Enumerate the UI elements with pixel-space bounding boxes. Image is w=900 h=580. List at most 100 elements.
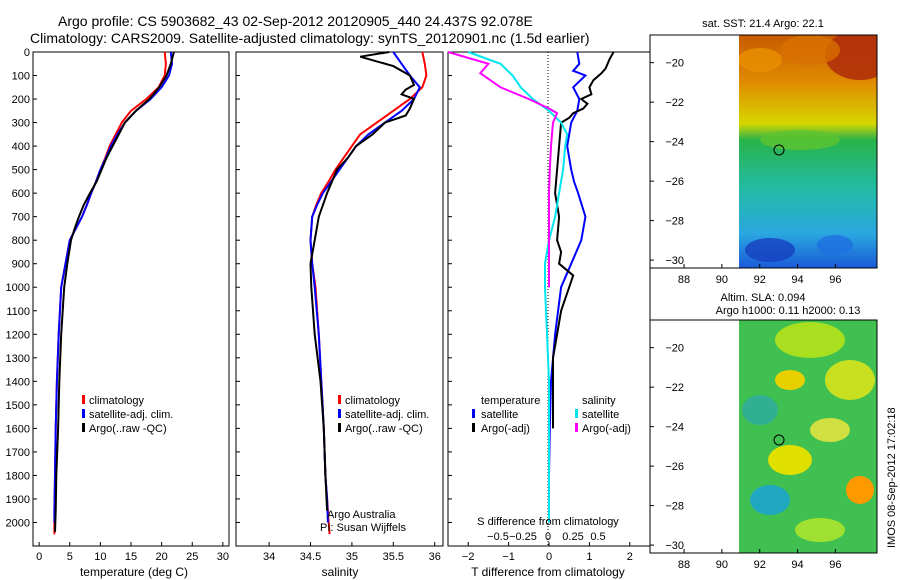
series-line-climatology: [309, 51, 428, 535]
series-line-s-satellite: [467, 51, 569, 523]
legend-label-argo: Argo(..raw -QC): [89, 423, 167, 435]
salinity-series: [309, 51, 428, 535]
temperature-x-axis: 0 5 10 15 20 25 30: [36, 542, 229, 563]
legend-label-t-argo: Argo(-adj): [481, 423, 530, 435]
x-tick-label: 35.5: [383, 551, 404, 563]
depth-tick-label: 1100: [6, 306, 30, 318]
depth-tick-label: 1200: [6, 329, 30, 341]
argo-australia-note: Argo Australia: [327, 509, 396, 521]
series-line-s-argo-adj-: [447, 51, 559, 288]
depth-tick-label: 1300: [6, 353, 30, 365]
argo-location-marker: [773, 434, 785, 446]
s-tick-label: 0.25: [562, 531, 583, 543]
difference-legend: temperature salinity satellite Argo(-adj…: [472, 395, 631, 435]
legend-title-temperature: temperature: [481, 395, 540, 407]
lat-tick-label: −26: [665, 176, 684, 188]
legend-swatch-climatology: [82, 395, 85, 404]
depth-tick-label: 900: [12, 259, 30, 271]
lon-tick-label: 90: [716, 559, 728, 571]
lon-tick-label: 88: [678, 274, 690, 286]
legend-label-argo: Argo(..raw -QC): [345, 423, 423, 435]
series-line-satellite-adj-clim-: [309, 51, 421, 523]
difference-series: [447, 51, 615, 523]
depth-tick-label: 500: [12, 165, 30, 177]
s-tick-label: −0.25: [509, 531, 537, 543]
depth-tick-label: 2000: [6, 517, 30, 529]
lat-tick-label: −30: [665, 255, 684, 267]
difference-xlabel: T difference from climatology: [471, 565, 625, 579]
x-tick-label: 25: [186, 551, 198, 563]
depth-tick-label: 200: [12, 94, 30, 106]
series-line-t-satellite: [548, 51, 588, 523]
header-line-2: Climatology: CARS2009. Satellite-adjuste…: [30, 30, 590, 46]
sst-map-title: sat. SST: 21.4 Argo: 22.1: [702, 18, 824, 30]
x-tick-label: −2: [462, 551, 475, 563]
lat-tick-label: −28: [665, 216, 684, 228]
temperature-xlabel: temperature (deg C): [80, 565, 188, 579]
depth-axis: 0 100 200 300 400 500 600 700 800 900 1000 1100 1200…: [6, 47, 452, 529]
temperature-series: [53, 51, 175, 535]
depth-tick-label: 800: [12, 235, 30, 247]
sla-map-title2: Argo h1000: 0.11 h2000: 0.13: [716, 305, 861, 317]
lat-tick-label: −22: [665, 97, 684, 109]
depth-tick-label: 1700: [6, 447, 30, 459]
legend-label-t-satellite: satellite: [481, 409, 518, 421]
legend-label-satellite: satellite-adj. clim.: [345, 409, 429, 421]
lat-tick-label: −30: [665, 540, 684, 552]
series-line-t-argo-adj-: [552, 51, 615, 429]
depth-tick-label: 0: [24, 47, 30, 59]
x-tick-label: −1: [502, 551, 515, 563]
pi-note: PI: Susan Wijffels: [320, 522, 406, 534]
legend-swatch-climatology: [338, 395, 341, 404]
sla-map-frame: [649, 319, 878, 554]
series-line-satellite-adj-clim-: [53, 51, 174, 523]
series-line-climatology: [53, 51, 167, 535]
sla-map-title: Altim. SLA: 0.094: [721, 292, 806, 304]
x-tick-label: 5: [67, 551, 73, 563]
lon-tick-label: 96: [829, 559, 841, 571]
temperature-legend: climatology satellite-adj. clim. Argo(..…: [82, 395, 173, 435]
lat-tick-label: −24: [665, 137, 684, 149]
x-tick-label: 1: [586, 551, 592, 563]
s-tick-label: −0.5: [487, 531, 509, 543]
argo-location-marker: [773, 144, 785, 156]
lat-tick-label: −24: [665, 422, 684, 434]
legend-swatch-satellite: [82, 409, 85, 418]
legend-label-s-satellite: satellite: [582, 409, 619, 421]
legend-swatch-s-satellite: [575, 409, 578, 418]
depth-tick-label: 1900: [6, 494, 30, 506]
series-line-argo-raw-qc-: [54, 51, 175, 532]
depth-tick-label: 300: [12, 118, 30, 130]
salinity-axes: [235, 51, 444, 547]
salinity-x-axis: 34 34.5 35 35.5 36: [263, 542, 441, 563]
depth-tick-label: 600: [12, 188, 30, 200]
difference-x-axis: −2 −1 0 1 2 −0.5 −0.25 0 0.25 0.5: [462, 531, 633, 563]
sst-map-frame: [649, 34, 878, 269]
legend-label-climatology: climatology: [345, 395, 401, 407]
salinity-legend: climatology satellite-adj. clim. Argo(..…: [320, 395, 429, 534]
x-tick-label: 2: [627, 551, 633, 563]
legend-swatch-satellite: [338, 409, 341, 418]
legend-title-salinity: salinity: [582, 395, 616, 407]
x-tick-label: 20: [156, 551, 168, 563]
depth-tick-label: 400: [12, 141, 30, 153]
depth-tick-label: 1600: [6, 423, 30, 435]
legend-label-climatology: climatology: [89, 395, 145, 407]
x-tick-label: 36: [429, 551, 441, 563]
lat-tick-label: −22: [665, 382, 684, 394]
lat-tick-label: −28: [665, 501, 684, 513]
depth-tick-label: 1000: [6, 282, 30, 294]
depth-tick-label: 1400: [6, 376, 30, 388]
legend-swatch-t-argo: [472, 423, 475, 432]
lon-tick-label: 90: [716, 274, 728, 286]
series-line-argo-raw-qc-: [309, 51, 416, 511]
s-tick-label: 0.5: [590, 531, 605, 543]
depth-tick-label: 100: [12, 71, 30, 83]
x-tick-label: 0: [36, 551, 42, 563]
x-tick-label: 35: [346, 551, 358, 563]
difference-xlabel2: S difference from climatology: [477, 516, 619, 528]
lon-tick-label: 94: [791, 274, 803, 286]
lat-tick-label: −26: [665, 461, 684, 473]
temperature-axes: [32, 51, 230, 547]
